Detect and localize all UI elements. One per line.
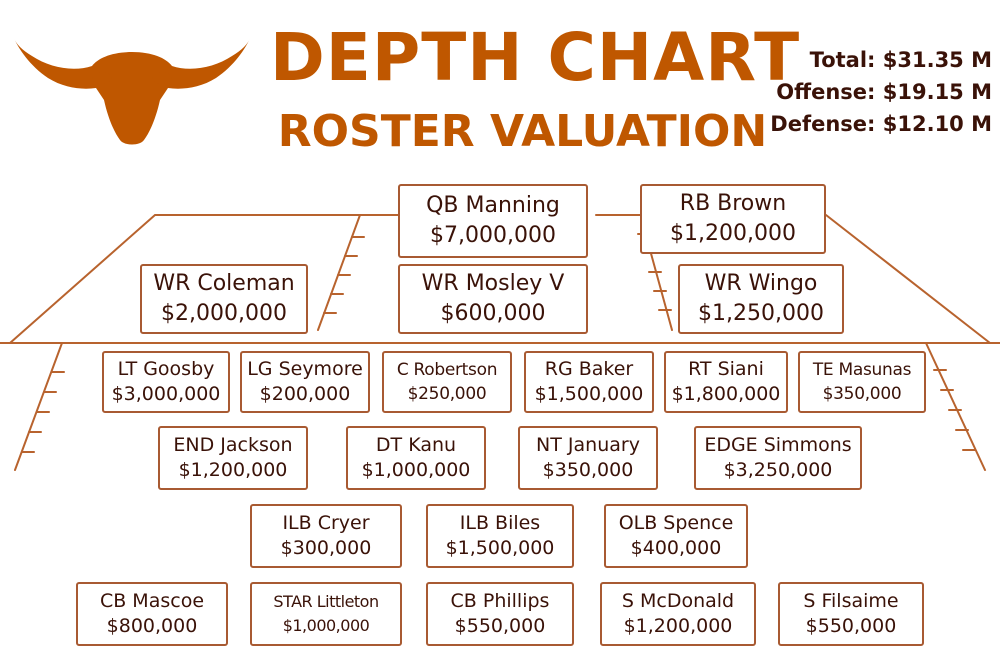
longhorn-icon	[14, 38, 250, 145]
player-ilb-biles: ILB Biles $1,500,000	[426, 504, 574, 568]
player-name: EDGE Simmons	[704, 434, 852, 456]
player-salary: $550,000	[454, 615, 546, 637]
lower-left-sideline	[14, 342, 63, 471]
player-name: RG Baker	[544, 358, 634, 380]
player-name: RT Siani	[688, 358, 764, 380]
defense-label: Defense:	[770, 112, 876, 136]
player-c-robertson: C Robertson $250,000	[382, 351, 512, 413]
left-inner-ticks	[323, 236, 365, 314]
lower-left-ticks	[21, 371, 65, 453]
player-name: CB Mascoe	[99, 590, 205, 612]
left-inner-hash-line	[317, 214, 361, 331]
player-name: ILB Cryer	[282, 512, 370, 534]
total-line-defense: Defense: $12.10 M	[770, 108, 992, 140]
player-edge-simmons: EDGE Simmons $3,250,000	[694, 426, 862, 490]
player-salary: $550,000	[805, 615, 897, 637]
player-wr-mosley-v: WR Mosley V $600,000	[398, 264, 588, 334]
player-salary: $1,500,000	[445, 537, 555, 559]
player-salary: $300,000	[280, 537, 372, 559]
player-name: QB Manning	[426, 193, 560, 218]
player-name: RB Brown	[679, 191, 787, 216]
player-ilb-cryer: ILB Cryer $300,000	[250, 504, 402, 568]
player-salary: $1,800,000	[671, 383, 781, 405]
page-subtitle: ROSTER VALUATION	[277, 106, 768, 157]
player-lt-goosby: LT Goosby $3,000,000	[102, 351, 230, 413]
player-star-littleton: STAR Littleton $1,000,000	[250, 582, 402, 646]
total-line-offense: Offense: $19.15 M	[770, 76, 992, 108]
player-salary: $3,000,000	[111, 383, 221, 405]
player-name: LG Seymore	[247, 358, 363, 380]
player-salary: $3,250,000	[723, 459, 833, 481]
player-salary: $1,000,000	[361, 459, 471, 481]
offense-label: Offense:	[776, 80, 876, 104]
offense-value: $19.15 M	[882, 80, 992, 104]
defense-value: $12.10 M	[882, 112, 992, 136]
player-nt-january: NT January $350,000	[518, 426, 658, 490]
player-salary: $200,000	[259, 383, 351, 405]
player-rg-baker: RG Baker $1,500,000	[524, 351, 654, 413]
page-title: DEPTH CHART	[270, 19, 801, 96]
player-rb-brown: RB Brown $1,200,000	[640, 184, 826, 254]
player-wr-coleman: WR Coleman $2,000,000	[140, 264, 308, 334]
player-cb-phillips: CB Phillips $550,000	[426, 582, 574, 646]
player-salary: $250,000	[407, 384, 487, 404]
player-salary: $1,200,000	[623, 615, 733, 637]
total-label: Total:	[809, 48, 876, 72]
player-cb-mascoe: CB Mascoe $800,000	[76, 582, 228, 646]
totals-panel: Total: $31.35 M Offense: $19.15 M Defens…	[770, 44, 992, 140]
player-olb-spence: OLB Spence $400,000	[604, 504, 748, 568]
player-salary: $1,000,000	[282, 616, 370, 635]
player-salary: $350,000	[542, 459, 634, 481]
player-name: LT Goosby	[117, 358, 215, 380]
player-wr-wingo: WR Wingo $1,250,000	[678, 264, 844, 334]
total-line-total: Total: $31.35 M	[770, 44, 992, 76]
player-salary: $350,000	[822, 384, 902, 404]
player-name: TE Masunas	[812, 360, 912, 380]
player-salary: $1,500,000	[534, 383, 644, 405]
player-name: NT January	[536, 434, 640, 456]
lower-right-sideline	[925, 342, 986, 471]
player-salary: $1,250,000	[698, 301, 824, 326]
player-salary: $400,000	[630, 537, 722, 559]
player-salary: $600,000	[440, 301, 546, 326]
player-s-mcdonald: S McDonald $1,200,000	[600, 582, 756, 646]
player-s-filsaime: S Filsaime $550,000	[778, 582, 924, 646]
player-name: DT Kanu	[375, 434, 457, 456]
lower-right-ticks	[933, 369, 976, 451]
player-name: CB Phillips	[450, 590, 550, 612]
player-salary: $1,200,000	[670, 221, 796, 246]
player-name: ILB Biles	[459, 512, 541, 534]
player-name: S Filsaime	[803, 590, 899, 612]
player-name: WR Mosley V	[421, 271, 565, 296]
player-name: WR Coleman	[153, 271, 295, 296]
player-name: END Jackson	[173, 434, 293, 456]
player-dt-kanu: DT Kanu $1,000,000	[346, 426, 486, 490]
player-salary: $2,000,000	[161, 301, 287, 326]
player-te-masunas: TE Masunas $350,000	[798, 351, 926, 413]
player-name: OLB Spence	[618, 512, 734, 534]
upper-right-sideline	[825, 214, 991, 344]
player-name: S McDonald	[621, 590, 735, 612]
player-name: C Robertson	[396, 360, 498, 380]
upper-left-sideline	[9, 214, 399, 344]
total-value: $31.35 M	[882, 48, 992, 72]
player-name: STAR Littleton	[273, 592, 379, 611]
player-salary: $7,000,000	[430, 223, 556, 248]
player-qb-manning: QB Manning $7,000,000	[398, 184, 588, 258]
player-name: WR Wingo	[704, 271, 818, 296]
player-rt-siani: RT Siani $1,800,000	[664, 351, 788, 413]
player-end-jackson: END Jackson $1,200,000	[158, 426, 308, 490]
player-lg-seymore: LG Seymore $200,000	[240, 351, 370, 413]
player-salary: $1,200,000	[178, 459, 288, 481]
player-salary: $800,000	[106, 615, 198, 637]
